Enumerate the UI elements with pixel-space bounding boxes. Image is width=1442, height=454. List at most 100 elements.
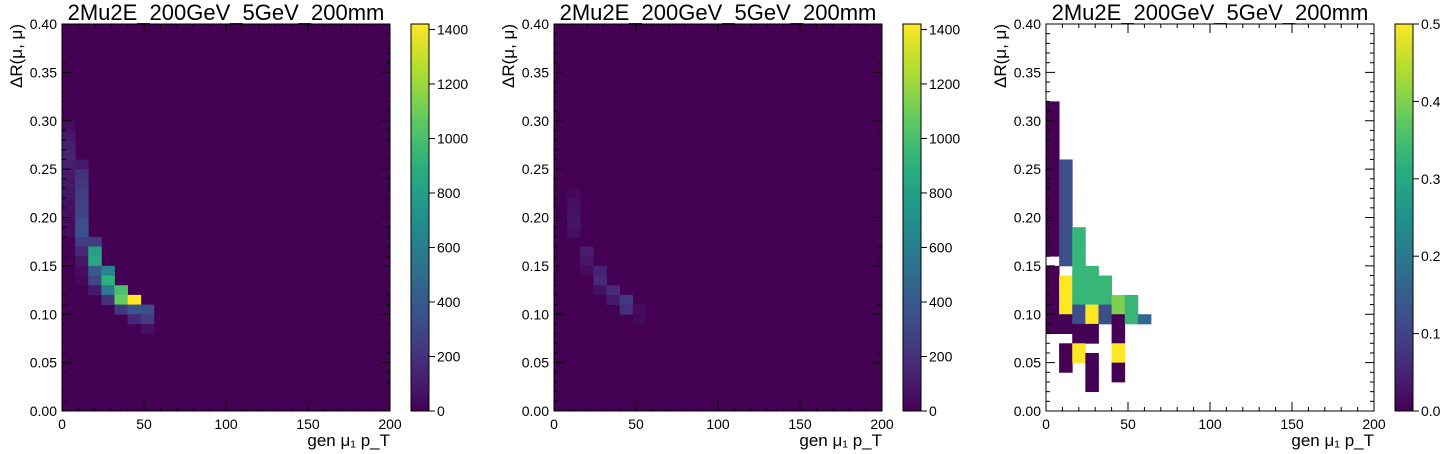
heatmap-cell (1098, 285, 1112, 296)
colorbar-tick-label: 600 (437, 239, 461, 255)
heatmap-cell (101, 275, 115, 286)
heatmap-cell (1059, 169, 1073, 180)
heatmap-cell (1046, 178, 1060, 189)
heatmap-cell (1072, 323, 1086, 335)
heatmap-cell (62, 227, 76, 238)
heatmap-cell (1059, 178, 1073, 189)
heatmap-cell (1046, 227, 1060, 238)
x-tick-label: 50 (136, 416, 152, 432)
x-tick-label: 150 (1280, 416, 1304, 432)
panel-1-y-ticks: 0.00 0.05 0.10 0.15 0.20 0.25 0.30 0.35 0.40 (30, 16, 390, 419)
heatmap-cell (1085, 352, 1099, 364)
heatmap-cell (1046, 111, 1060, 122)
colorbar-tick-label: 800 (437, 185, 461, 201)
heatmap-cell (1046, 304, 1060, 315)
x-tick-label: 50 (1120, 416, 1136, 432)
y-tick-label: 0.40 (522, 16, 549, 32)
heatmap-cell (1085, 265, 1099, 276)
heatmap-cell (62, 198, 76, 209)
heatmap-cell (1046, 188, 1060, 199)
heatmap-cell (101, 285, 115, 296)
heatmap-cell (75, 227, 89, 238)
y-tick-label: 0.35 (1014, 64, 1041, 80)
heatmap-cell (1085, 314, 1099, 325)
colorbar-tick-label: 0.0 (1421, 403, 1441, 419)
heatmap-cell (1098, 314, 1112, 325)
x-tick-label: 150 (296, 416, 320, 432)
panel-1-x-ticks: 0 50 100 150 200 (58, 24, 402, 432)
heatmap-cell (75, 169, 89, 180)
heatmap-cell (1046, 285, 1060, 296)
x-tick-label: 200 (870, 416, 894, 432)
y-tick-label: 0.25 (30, 161, 57, 177)
panel-2-heatmap (554, 24, 882, 411)
heatmap-cell (1059, 227, 1073, 238)
heatmap-cell (1111, 343, 1126, 354)
heatmap-cell (88, 246, 102, 257)
heatmap-cell (1046, 130, 1060, 141)
heatmap-cell (567, 198, 581, 209)
heatmap-cell (1059, 217, 1073, 228)
heatmap-cell (62, 140, 76, 151)
y-tick-label: 0.25 (1014, 161, 1041, 177)
heatmap-cell (75, 236, 89, 247)
heatmap-cell (1046, 149, 1060, 160)
x-tick-label: 0 (58, 416, 66, 432)
panel-1: 0 50 100 150 200 0.00 0.05 0.10 0.15 0.20 0.25 0.3… (7, 0, 468, 450)
colorbar-tick-label: 0.1 (1421, 326, 1441, 342)
heatmap-cell (127, 294, 142, 305)
y-tick-label: 0.05 (1014, 355, 1041, 371)
heatmap-cell (1085, 362, 1099, 373)
panel-2-x-ticks: 0 50 100 150 200 (550, 24, 894, 432)
heatmap-cell (1085, 275, 1099, 286)
heatmap-cell (1059, 343, 1073, 354)
colorbar-tick-label: 400 (929, 294, 953, 310)
heatmap-cell (1059, 207, 1073, 218)
heatmap-cell (62, 149, 76, 160)
heatmap-cell (1059, 304, 1073, 315)
colorbar-tick-label: 1000 (929, 130, 960, 146)
panel-3-heatmap (1046, 101, 1152, 393)
x-tick-label: 150 (788, 416, 812, 432)
y-tick-label: 0.35 (30, 64, 57, 80)
y-tick-label: 0.30 (30, 113, 57, 129)
x-tick-label: 100 (706, 416, 730, 432)
panel-2-colorbar-ticks: 0 200 400 600 800 1000 1200 1400 (921, 21, 960, 419)
heatmap-cell (1072, 246, 1086, 257)
y-tick-label: 0.15 (1014, 258, 1041, 274)
heatmap-cell (567, 207, 581, 218)
heatmap-cell (75, 159, 89, 170)
colorbar-tick-label: 0 (437, 403, 445, 419)
heatmap-cell (1111, 323, 1126, 335)
heatmap-cell (62, 169, 76, 180)
heatmap-cell (1072, 275, 1086, 286)
heatmap-cell (75, 265, 89, 276)
heatmap-cell (88, 256, 102, 267)
y-tick-label: 0.00 (522, 403, 549, 419)
panel-3-colorbar (1394, 23, 1414, 412)
colorbar-tick-label: 800 (929, 185, 953, 201)
heatmap-cell (1059, 256, 1073, 267)
y-tick-label: 0.00 (30, 403, 57, 419)
panel-1-colorbar-ticks: 0 200 400 600 800 1000 1200 1400 (429, 21, 468, 419)
heatmap-cell (593, 285, 607, 296)
heatmap-cell (1046, 101, 1060, 112)
heatmap-cell (1046, 275, 1060, 286)
heatmap-cell (75, 256, 89, 267)
heatmap-cell (1046, 246, 1060, 257)
heatmap-cell (1111, 294, 1126, 305)
panel-3-y-ticks: 0.00 0.05 0.10 0.15 0.20 0.25 0.30 0.35 0.40 (1014, 16, 1374, 419)
x-tick-label: 50 (628, 416, 644, 432)
heatmap-cell (62, 159, 76, 170)
heatmap-cell (1111, 304, 1126, 315)
heatmap-cell (88, 275, 102, 286)
y-tick-label: 0.05 (30, 355, 57, 371)
y-tick-label: 0.20 (1014, 210, 1041, 226)
heatmap-cell (1059, 285, 1073, 296)
heatmap-cell (606, 285, 620, 296)
heatmap-cell (75, 246, 89, 257)
heatmap-cell (1072, 236, 1086, 247)
panel-3-y-axis-label: ΔR(μ, μ) (991, 24, 1010, 88)
heatmap-cell (1059, 323, 1073, 335)
heatmap-cell (1046, 294, 1060, 305)
